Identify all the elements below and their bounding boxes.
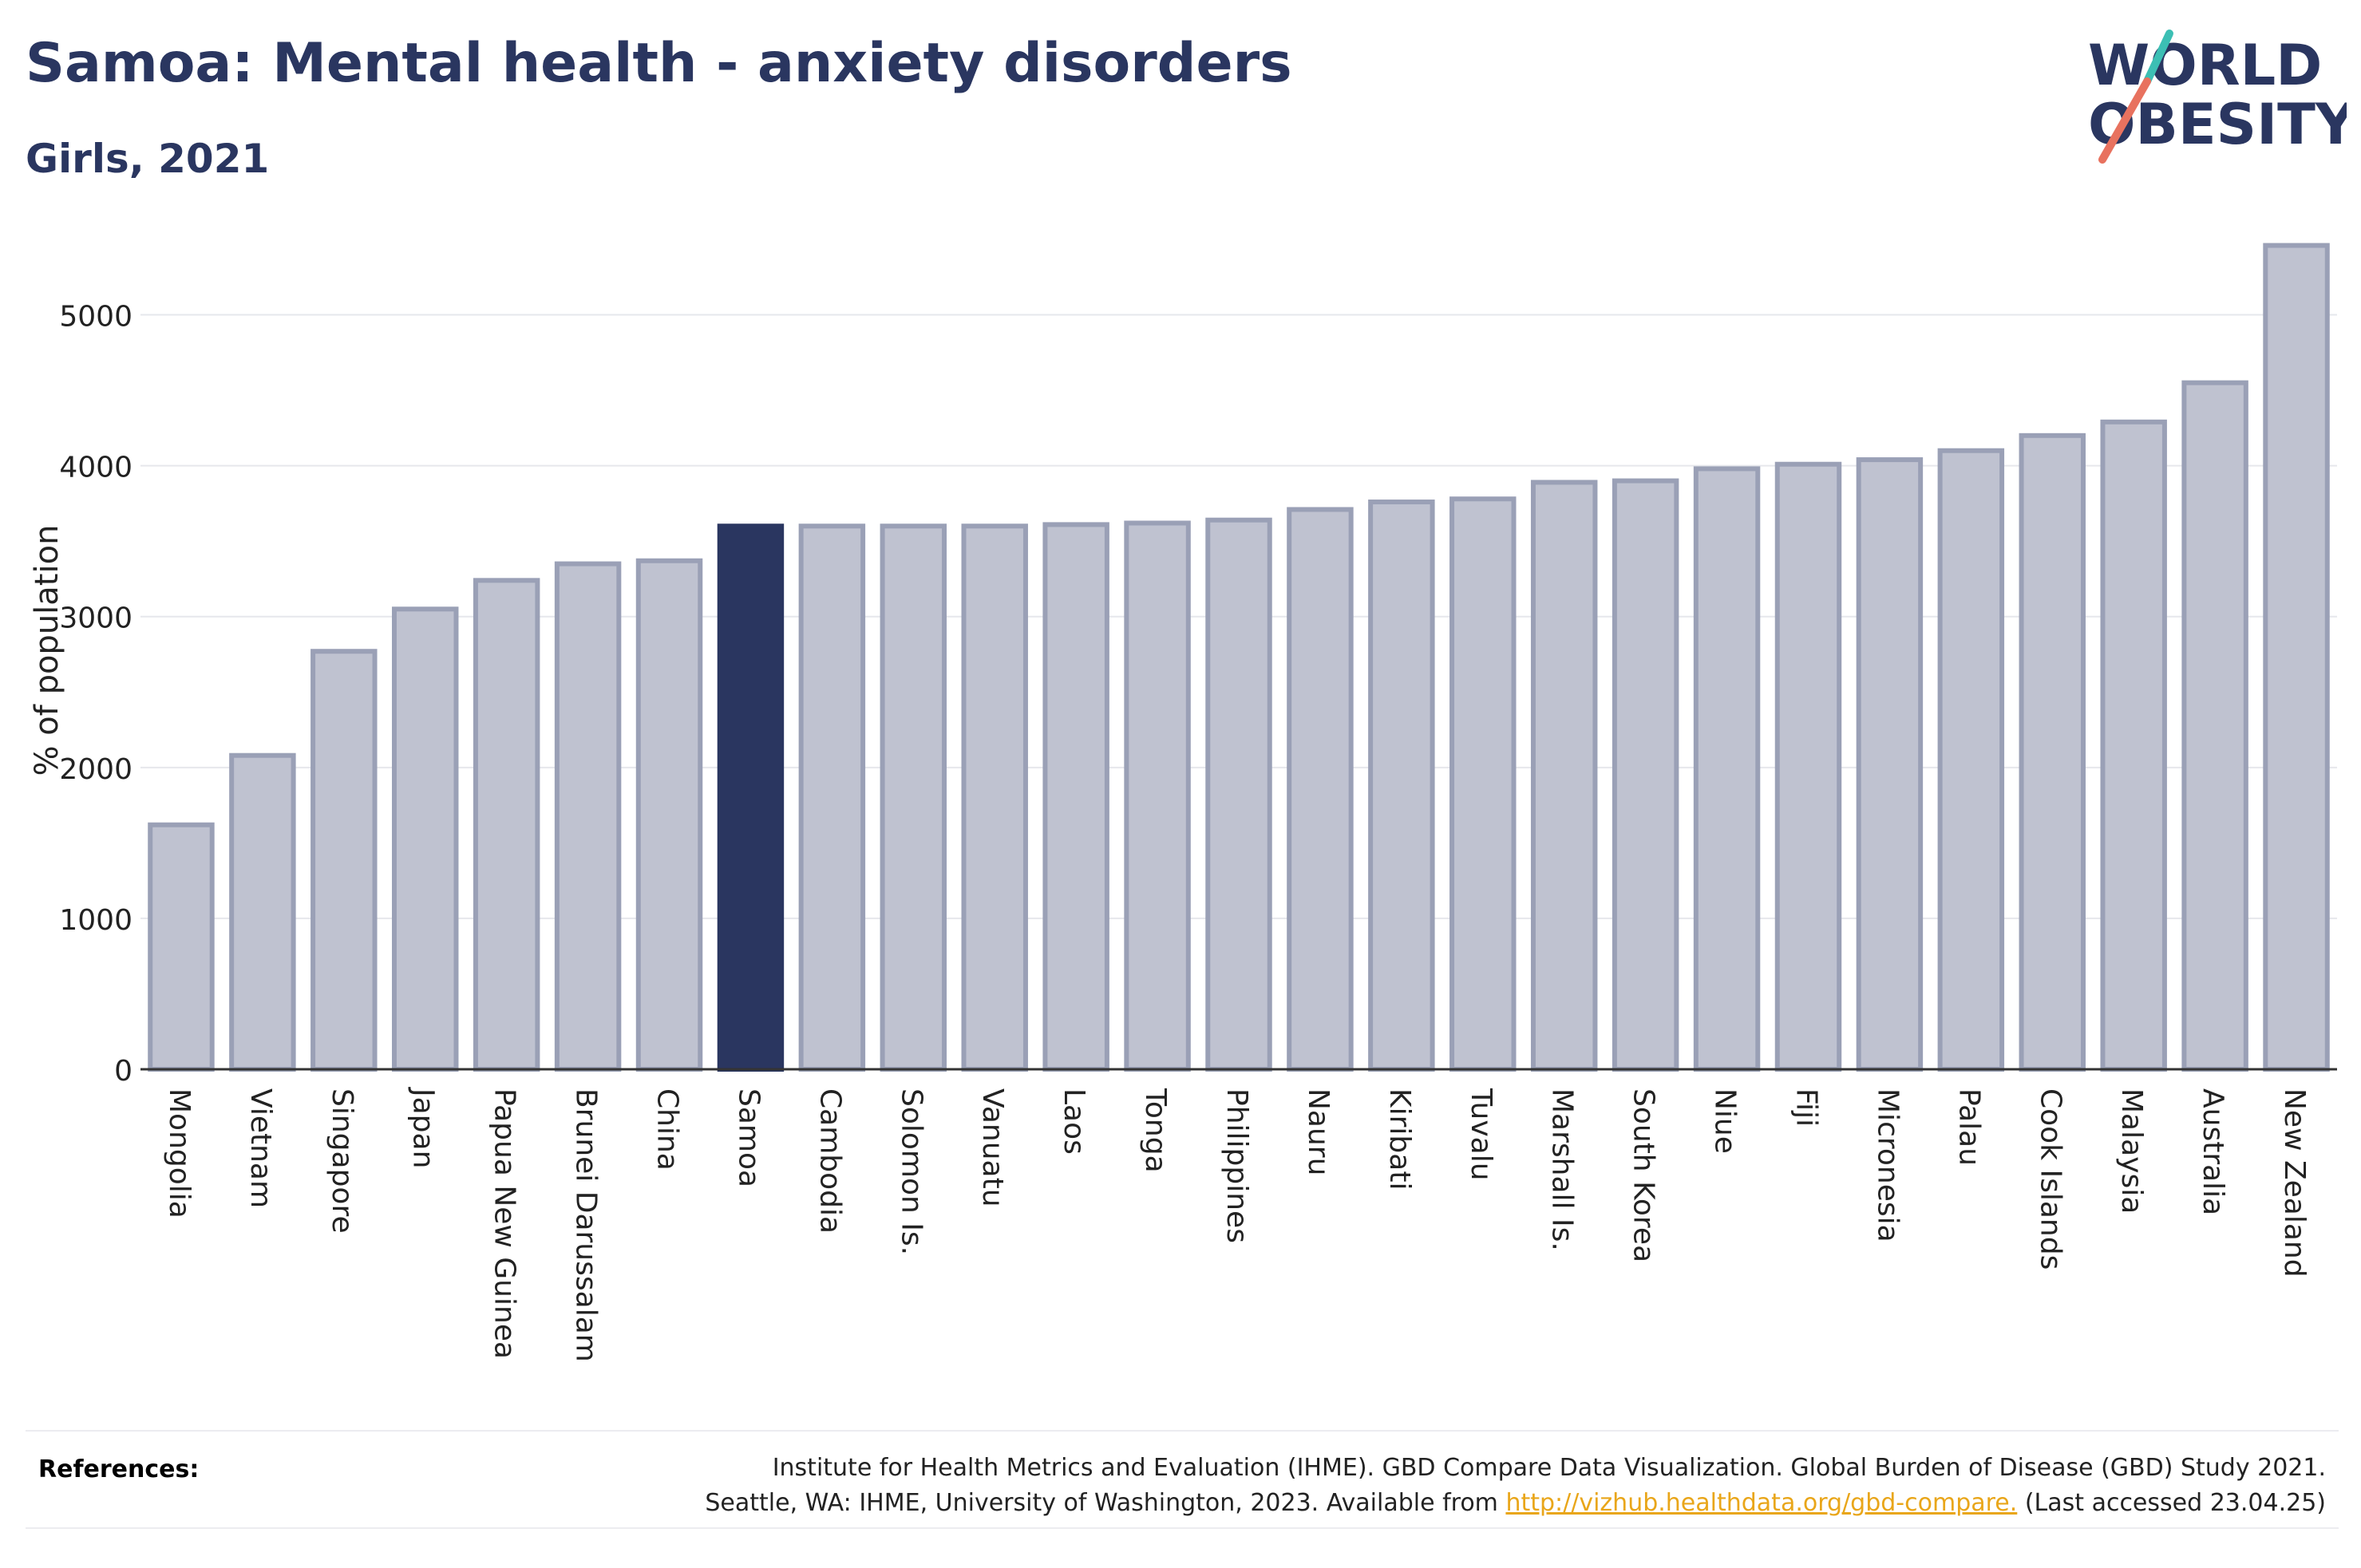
x-tick-label: Tonga <box>1139 1088 1172 1173</box>
references-link[interactable]: http://vizhub.healthdata.org/gbd-compare… <box>1505 1489 2018 1517</box>
references-box: References: Institute for Health Metrics… <box>26 1430 2339 1529</box>
x-tick-label: Cambodia <box>813 1088 846 1234</box>
x-tick-label: Brunei Darussalam <box>570 1088 603 1362</box>
bar-australia[interactable] <box>2181 380 2248 1072</box>
bar-new-zealand[interactable] <box>2263 243 2330 1072</box>
bar-vanuatu[interactable] <box>961 523 1028 1072</box>
bar-fiji[interactable] <box>1774 461 1842 1072</box>
x-tick-label: Philippines <box>1220 1088 1253 1243</box>
references-line2-suffix: (Last accessed 23.04.25) <box>2017 1489 2326 1517</box>
x-tick-label: China <box>651 1088 684 1171</box>
x-tick-label: Australia <box>2197 1088 2229 1215</box>
references-line2-prefix: Seattle, WA: IHME, University of Washing… <box>705 1489 1506 1517</box>
bar-south-korea[interactable] <box>1612 478 1679 1072</box>
bar-china[interactable] <box>635 558 703 1072</box>
x-tick-label: South Korea <box>1627 1088 1660 1262</box>
x-tick-label: Niue <box>1709 1088 1742 1154</box>
logo-line1: WORLD <box>2088 33 2322 98</box>
x-tick-label: Nauru <box>1302 1088 1335 1175</box>
bar-palau[interactable] <box>1937 448 2005 1072</box>
bar-marshall-is[interactable] <box>1530 480 1598 1072</box>
bar-papua-new-guinea[interactable] <box>473 578 540 1072</box>
bar-tonga[interactable] <box>1124 520 1191 1072</box>
y-tick-label: 5000 <box>59 301 132 334</box>
x-tick-label: Solomon Is. <box>895 1088 927 1255</box>
bar-laos[interactable] <box>1042 522 1109 1072</box>
x-tick-label: Marshall Is. <box>1546 1088 1579 1251</box>
bar-nauru[interactable] <box>1287 507 1354 1072</box>
x-tick-label: Malaysia <box>2115 1088 2148 1214</box>
world-obesity-logo: WORLD OBESITY <box>2088 30 2347 164</box>
bars <box>148 243 2330 1072</box>
y-tick-label: 2000 <box>59 753 132 786</box>
references-line1: Institute for Health Metrics and Evaluat… <box>772 1454 2326 1482</box>
bar-chart: 0 1000 2000 3000 4000 5000 Mongolia Vietnam Sing… <box>29 243 2337 1362</box>
bar-niue[interactable] <box>1693 466 1761 1072</box>
x-tick-label: Cook Islands <box>2034 1088 2066 1270</box>
x-tick-label: Mongolia <box>163 1088 196 1218</box>
x-tick-label: Papua New Guinea <box>488 1088 521 1359</box>
axes: 0 1000 2000 3000 4000 5000 Mongolia Vietnam Sing… <box>59 301 2337 1362</box>
chart-title: Samoa: Mental health - anxiety disorders <box>26 32 1292 95</box>
y-tick-label: 0 <box>114 1055 132 1088</box>
references-label: References: <box>38 1455 200 1483</box>
bar-malaysia[interactable] <box>2100 419 2167 1072</box>
x-tick-label: Kiribati <box>1383 1088 1416 1190</box>
bar-philippines[interactable] <box>1205 517 1272 1072</box>
bar-vietnam[interactable] <box>229 752 296 1072</box>
bar-kiribati[interactable] <box>1368 500 1435 1072</box>
x-tick-label: Vanuatu <box>976 1088 1009 1207</box>
bar-mongolia[interactable] <box>148 822 215 1072</box>
y-tick-label: 1000 <box>59 904 132 937</box>
y-tick-label: 3000 <box>59 602 132 635</box>
y-tick-label: 4000 <box>59 452 132 484</box>
references-text: Institute for Health Metrics and Evaluat… <box>705 1451 2326 1521</box>
logo-slash-coral <box>2098 77 2151 164</box>
bar-samoa[interactable] <box>717 523 785 1072</box>
x-tick-label: Laos <box>1058 1088 1090 1155</box>
bar-singapore[interactable] <box>310 649 378 1072</box>
x-tick-label: Singapore <box>326 1088 358 1234</box>
logo-slash-teal <box>2143 30 2173 85</box>
bar-brunei-darussalam[interactable] <box>554 561 622 1072</box>
x-tick-label: Japan <box>407 1087 440 1168</box>
bar-tuvalu[interactable] <box>1449 496 1517 1072</box>
bar-solomon-is[interactable] <box>880 523 947 1072</box>
x-tick-label: Samoa <box>732 1088 765 1187</box>
chart-subtitle: Girls, 2021 <box>26 136 270 182</box>
references-line2: Seattle, WA: IHME, University of Washing… <box>705 1486 2326 1521</box>
x-tick-label: Fiji <box>1790 1088 1822 1127</box>
x-tick-label: Vietnam <box>244 1088 277 1208</box>
bar-micronesia[interactable] <box>1856 457 1924 1072</box>
x-tick-label: Micronesia <box>1871 1088 1904 1242</box>
x-tick-label: Palau <box>1952 1088 1985 1166</box>
bar-cambodia[interactable] <box>798 523 866 1072</box>
bar-cook-islands[interactable] <box>2019 432 2086 1072</box>
bar-japan[interactable] <box>392 606 459 1072</box>
x-tick-label: New Zealand <box>2278 1088 2311 1278</box>
y-axis-label: % of population <box>29 525 65 776</box>
x-tick-label: Tuvalu <box>1465 1088 1497 1181</box>
